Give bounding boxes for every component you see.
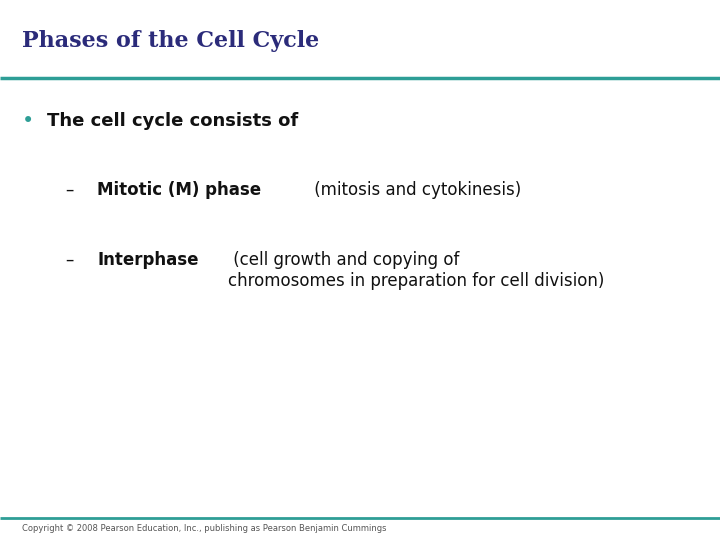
Text: (cell growth and copying of
chromosomes in preparation for cell division): (cell growth and copying of chromosomes …: [228, 251, 605, 290]
Text: (mitosis and cytokinesis): (mitosis and cytokinesis): [309, 181, 521, 199]
Text: Phases of the Cell Cycle: Phases of the Cell Cycle: [22, 30, 319, 52]
Text: Interphase: Interphase: [97, 251, 199, 269]
Text: Copyright © 2008 Pearson Education, Inc., publishing as Pearson Benjamin Cumming: Copyright © 2008 Pearson Education, Inc.…: [22, 524, 386, 532]
Text: •: •: [22, 111, 34, 132]
Text: Mitotic (M) phase: Mitotic (M) phase: [97, 181, 261, 199]
Text: –: –: [65, 181, 73, 199]
Text: –: –: [65, 251, 73, 269]
Text: The cell cycle consists of: The cell cycle consists of: [47, 112, 298, 131]
